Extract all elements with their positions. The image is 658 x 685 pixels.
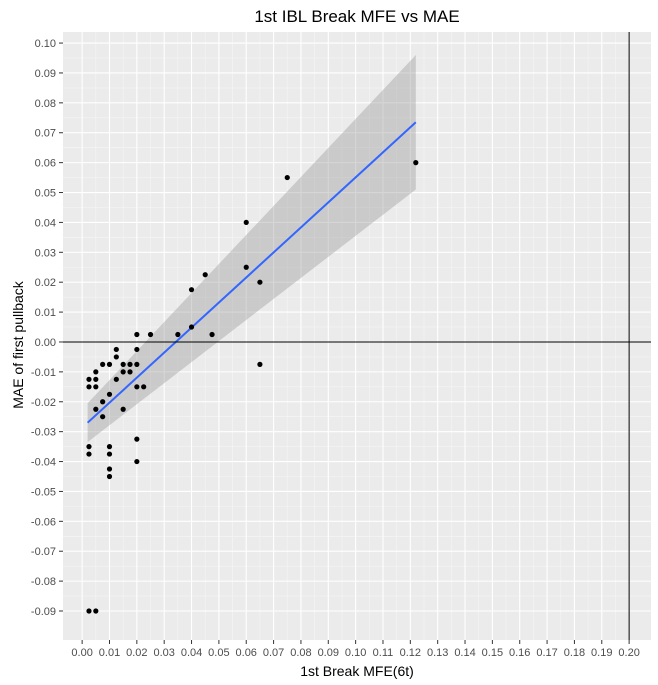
y-tick-label: -0.02 — [31, 397, 56, 409]
y-tick-label: 0.07 — [35, 128, 56, 140]
data-point — [188, 324, 195, 330]
major-gridlines — [63, 32, 651, 640]
data-point — [202, 272, 208, 278]
data-point — [113, 346, 119, 353]
y-tick-label: -0.05 — [31, 486, 56, 498]
data-point — [93, 369, 99, 375]
data-point — [243, 219, 249, 226]
data-point — [86, 376, 92, 382]
x-tick-label: 0.13 — [427, 647, 448, 659]
data-point — [134, 384, 140, 390]
regression-line — [86, 121, 417, 424]
data-point — [120, 369, 126, 375]
data-point — [120, 361, 126, 367]
x-tick-label: 0.09 — [318, 647, 339, 659]
x-tick-label: 0.14 — [454, 647, 475, 659]
data-point — [257, 279, 263, 285]
data-point — [93, 376, 99, 382]
data-point — [209, 331, 215, 338]
y-tick-label: 0.04 — [35, 217, 56, 229]
x-tick-label: 0.20 — [618, 647, 639, 659]
data-point — [134, 331, 140, 338]
data-point — [86, 608, 92, 614]
x-tick-label: 0.00 — [71, 647, 92, 659]
data-point — [86, 384, 92, 390]
data-point — [106, 466, 113, 472]
x-tick-label: 0.03 — [153, 647, 174, 659]
y-tick-label: -0.08 — [31, 576, 56, 588]
data-point — [100, 399, 106, 405]
x-tick-label: 0.19 — [591, 647, 612, 659]
y-axis-title: MAE of first pullback — [10, 280, 26, 409]
y-tick-label: -0.01 — [31, 367, 56, 379]
data-point — [106, 443, 113, 450]
data-point — [106, 473, 113, 480]
data-point — [86, 451, 92, 457]
y-tick-label: 0.05 — [35, 188, 56, 200]
x-tick-label: 0.18 — [564, 647, 585, 659]
data-point — [188, 287, 195, 293]
y-tick-label: 0.10 — [35, 38, 56, 50]
data-point — [93, 608, 99, 614]
data-point — [100, 414, 106, 420]
y-tick-label: -0.09 — [31, 606, 56, 618]
y-tick-label: -0.07 — [31, 546, 56, 558]
y-tick-label: 0.01 — [35, 307, 56, 319]
x-axis-ticks: 0.00 0.01 0.02 0.03 0.04 0.05 0.06 0.07 0.08 0.09… — [71, 640, 640, 659]
x-tick-label: 0.01 — [99, 647, 120, 659]
x-tick-label: 0.05 — [208, 647, 229, 659]
x-tick-label: 0.16 — [509, 647, 530, 659]
y-tick-label: 0.08 — [35, 98, 56, 110]
chart-title: 1st IBL Break MFE vs MAE — [254, 7, 459, 26]
y-tick-label: 0.06 — [35, 158, 56, 170]
confidence-band — [87, 55, 416, 443]
data-point — [100, 361, 106, 367]
x-axis-title: 1st Break MFE(6t) — [300, 663, 414, 679]
y-tick-label: -0.03 — [31, 427, 56, 439]
x-tick-label: 0.10 — [345, 647, 366, 659]
data-point — [243, 264, 249, 270]
data-points — [86, 160, 419, 614]
minor-gridlines — [63, 32, 651, 640]
data-point — [147, 331, 154, 338]
x-tick-label: 0.07 — [263, 647, 284, 659]
y-axis-ticks: 0.10 0.09 0.08 0.07 0.06 0.05 0.04 0.03 0.02 0.01… — [31, 38, 63, 618]
data-point — [257, 361, 263, 367]
data-point — [93, 406, 99, 412]
x-tick-label: 0.12 — [400, 647, 421, 659]
data-point — [134, 458, 140, 465]
x-tick-label: 0.08 — [290, 647, 311, 659]
y-tick-label: 0.03 — [35, 247, 56, 259]
data-point — [113, 376, 119, 382]
data-point — [134, 346, 140, 353]
data-point — [106, 451, 113, 457]
y-tick-label: 0.02 — [35, 277, 56, 289]
y-tick-label: 0.00 — [35, 337, 56, 349]
x-tick-label: 0.02 — [126, 647, 147, 659]
data-point — [175, 331, 181, 338]
y-tick-label: -0.04 — [31, 457, 56, 469]
y-tick-label: -0.06 — [31, 516, 56, 528]
data-point — [86, 443, 92, 450]
data-point — [134, 436, 140, 442]
data-point — [413, 160, 419, 166]
x-tick-label: 0.04 — [181, 647, 202, 659]
data-point — [127, 369, 133, 375]
data-point — [127, 361, 133, 367]
y-tick-label: 0.09 — [35, 68, 56, 80]
data-point — [134, 361, 140, 367]
data-point — [284, 174, 290, 181]
plot-panel — [63, 32, 651, 640]
x-tick-label: 0.15 — [482, 647, 503, 659]
data-point — [106, 391, 113, 397]
x-tick-label: 0.06 — [236, 647, 257, 659]
data-point — [113, 354, 119, 360]
x-tick-label: 0.11 — [373, 647, 394, 659]
data-point — [141, 384, 147, 390]
data-point — [93, 384, 99, 390]
data-point — [120, 406, 126, 412]
x-tick-label: 0.17 — [536, 647, 557, 659]
data-point — [106, 361, 113, 367]
